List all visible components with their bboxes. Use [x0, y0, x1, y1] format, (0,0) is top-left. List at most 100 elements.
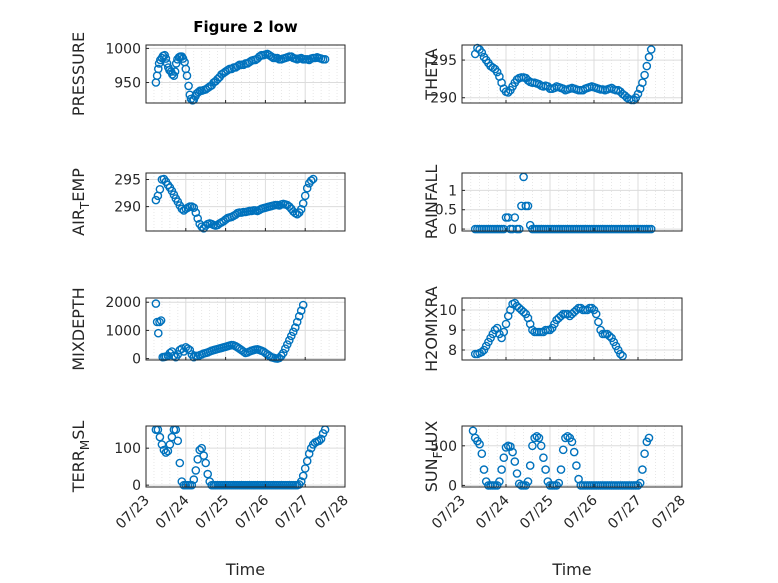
data-point [605, 331, 614, 341]
data-point [646, 224, 656, 234]
data-point [510, 457, 520, 466]
data-point [510, 213, 520, 222]
data-point [157, 440, 167, 449]
data-point [155, 317, 164, 327]
data-point [499, 327, 509, 337]
data-point [523, 477, 533, 486]
data-point [503, 88, 513, 97]
y-tick-label: 0 [448, 222, 457, 238]
data-point [169, 71, 179, 80]
x-axis-label: Time [551, 560, 591, 579]
data-point [594, 317, 603, 327]
data-point [169, 351, 179, 361]
data-point [155, 184, 165, 194]
data-point [514, 224, 524, 234]
y-tick-label: 8 [448, 343, 457, 359]
y-axis-label: PRESSURE [69, 32, 88, 116]
axes-frame [145, 425, 346, 488]
y-axis-label: RAINFALL [422, 165, 441, 240]
y-tick-label: 295 [430, 53, 457, 69]
data-point [288, 327, 298, 337]
data-point [508, 447, 517, 457]
data-point [152, 317, 162, 327]
data-point [532, 431, 542, 441]
data-point [306, 176, 316, 185]
data-point [151, 299, 161, 308]
data-point [151, 195, 161, 205]
data-point [501, 443, 511, 452]
y-tick-label: 0 [448, 478, 457, 494]
data-point [314, 436, 324, 446]
subplot-1: 950 1000 PRESSURE Figure 2 low [69, 18, 346, 116]
figure-title: Figure 2 low [193, 18, 298, 36]
data-point [475, 439, 484, 449]
data-point [534, 433, 544, 443]
y-tick-label: 1000 [105, 41, 141, 57]
data-point [479, 465, 489, 474]
data-point [296, 204, 306, 214]
x-axis-label: Time [225, 560, 265, 579]
x-tick-label: 07/23 [429, 493, 469, 533]
data-point [591, 309, 601, 319]
y-tick-label: 1000 [105, 323, 141, 339]
data-point [567, 437, 577, 447]
data-point [239, 347, 248, 356]
data-point [616, 349, 625, 359]
data-point [501, 319, 511, 329]
data-point [569, 447, 579, 457]
y-tick-label: 10 [439, 303, 457, 319]
x-tick-label: 07/24 [473, 492, 513, 532]
subplot-4: 0 0.5 1 RAINFALL [422, 165, 683, 240]
y-tick-label: 1 [448, 183, 457, 199]
data-point [298, 300, 308, 310]
axes-frame [461, 297, 683, 361]
data-point [191, 466, 201, 475]
data-point [272, 53, 282, 63]
data-point [304, 449, 314, 459]
subplot-7: 0 100 07/23 07/24 07/25 07/26 07/27 07/28 TERRMS… [69, 421, 352, 579]
data-point [294, 311, 304, 321]
data-point [177, 204, 187, 214]
data-point [170, 67, 180, 76]
data-point [153, 64, 163, 74]
data-point [646, 45, 656, 54]
data-point [280, 344, 290, 354]
data-point [184, 81, 193, 91]
data-point [278, 348, 288, 358]
data-point [552, 481, 561, 490]
data-point [512, 469, 522, 478]
x-tick-label: 07/28 [312, 493, 352, 533]
axes-frame [461, 172, 683, 232]
data-point [541, 465, 550, 474]
data-point [183, 344, 193, 354]
data-point [644, 433, 654, 443]
data-point [316, 434, 326, 444]
data-point [153, 328, 163, 338]
data-point [161, 54, 171, 63]
data-point [185, 345, 195, 355]
data-point [302, 183, 312, 193]
y-tick-label: 9 [448, 323, 457, 339]
data-point [156, 316, 166, 325]
x-tick-label: 07/23 [113, 493, 153, 533]
data-point [640, 449, 649, 459]
x-tick-label: 07/24 [153, 492, 193, 532]
x-tick-label: 07/25 [517, 493, 557, 533]
axes-background [461, 297, 683, 361]
data-point [530, 433, 539, 443]
x-tick-label: 07/27 [272, 493, 312, 533]
x-tick-label: 07/25 [193, 493, 233, 533]
y-tick-label: 290 [430, 91, 457, 107]
data-point [195, 445, 204, 455]
data-point [304, 55, 314, 65]
data-point [536, 441, 546, 451]
data-point [320, 55, 330, 64]
data-point [167, 70, 177, 79]
y-tick-label: 0 [132, 352, 141, 368]
subplot-8: 0 500 07/23 07/24 07/25 07/26 07/27 07/28 SUNFLU… [422, 421, 689, 579]
x-tick-label: 07/26 [232, 492, 272, 532]
data-point [477, 449, 487, 459]
axes-frame [461, 425, 683, 488]
data-point [633, 89, 643, 99]
